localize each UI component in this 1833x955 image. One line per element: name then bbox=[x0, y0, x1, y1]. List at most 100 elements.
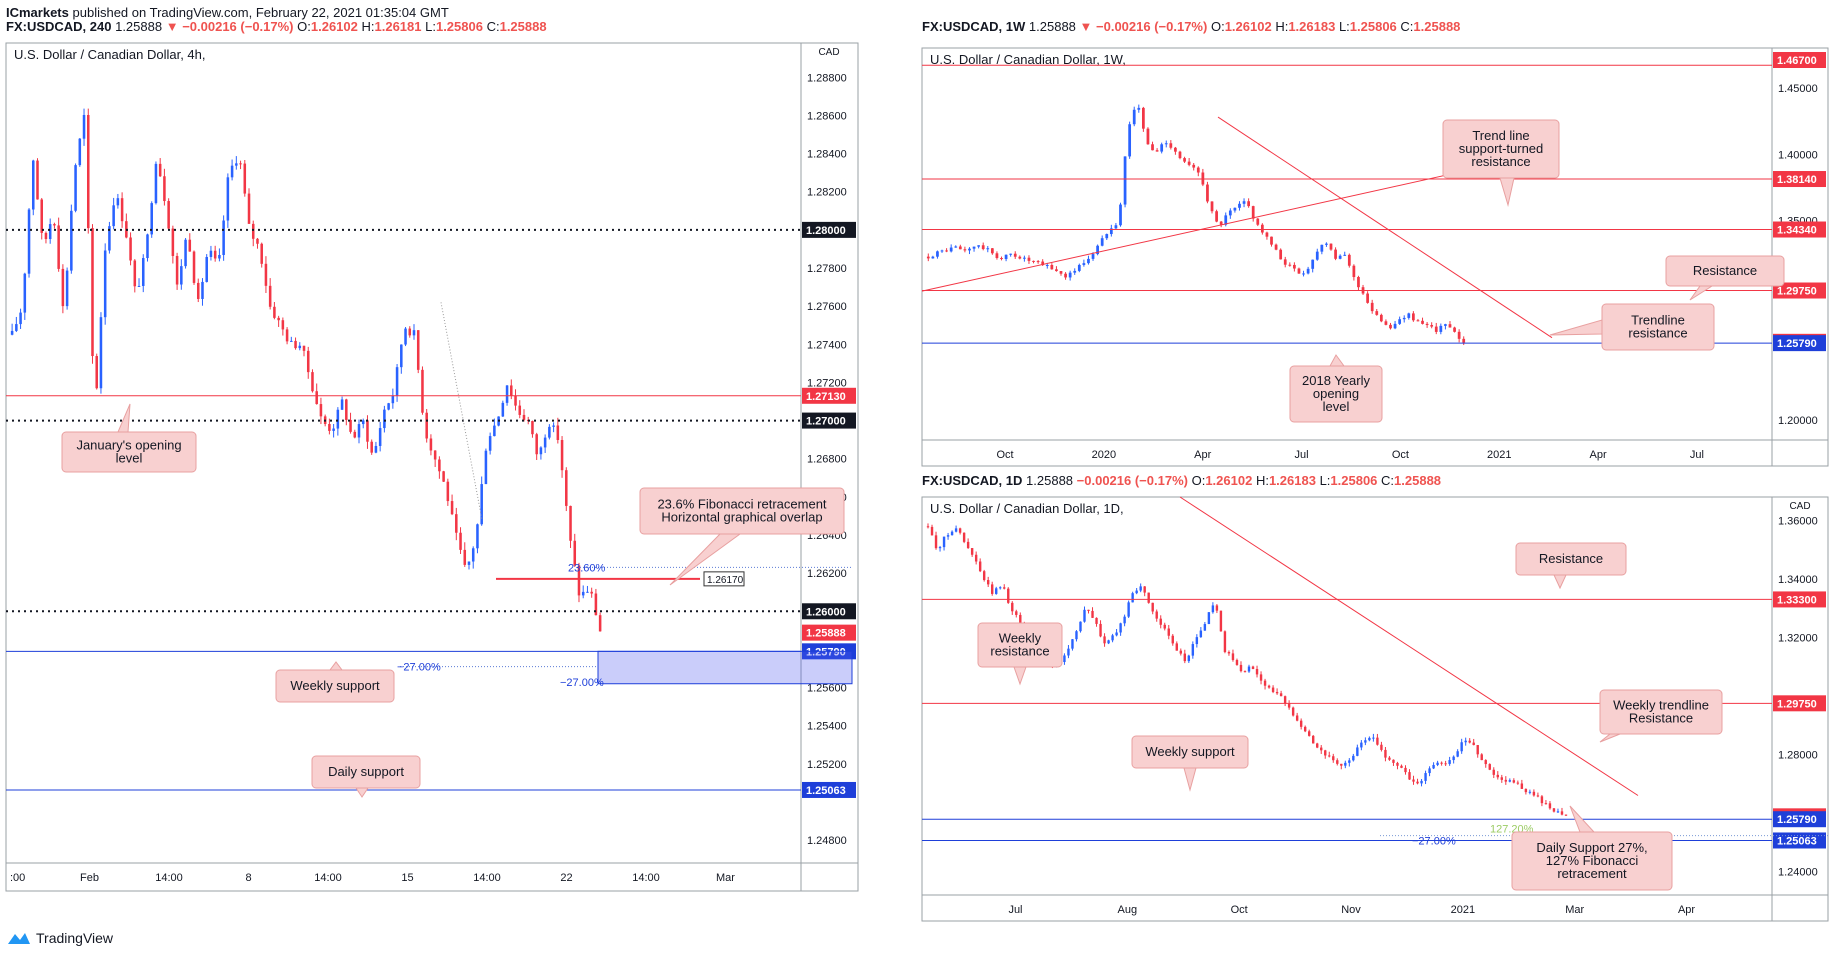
d1-candle-body bbox=[1207, 612, 1211, 625]
h4-candle-body bbox=[408, 328, 412, 336]
w1-support-trendline bbox=[921, 160, 1511, 292]
w1-note-resistance: Resistance bbox=[1665, 255, 1785, 301]
h4-x-tick-label: 14:00 bbox=[632, 872, 660, 884]
w1-symbol[interactable]: FX:USDCAD, 1W bbox=[922, 19, 1026, 34]
publisher-name[interactable]: ICmarkets bbox=[6, 5, 69, 20]
d1-candle-body bbox=[991, 584, 994, 594]
h4-note-weekly-support: Weekly support bbox=[275, 661, 395, 703]
w1-candle-body bbox=[1013, 253, 1017, 257]
h4-candle-body bbox=[167, 201, 170, 229]
d1-candle-body bbox=[1500, 777, 1503, 780]
w1-y-tick-label: 1.45000 bbox=[1778, 83, 1818, 95]
h4-candle-body bbox=[552, 425, 555, 427]
d1-x-tick-label: Jul bbox=[1008, 904, 1022, 916]
h4-candle-body bbox=[57, 225, 60, 269]
tradingview-brand: TradingView bbox=[36, 930, 114, 946]
d1-candle-body bbox=[1352, 755, 1355, 761]
d1-candle-body bbox=[982, 571, 986, 581]
d1-x-tick-label: 2021 bbox=[1451, 904, 1475, 916]
d1-close: 1.25888 bbox=[1394, 473, 1442, 488]
d1-candle-body bbox=[1299, 720, 1303, 727]
w1-candle-body bbox=[1302, 273, 1305, 275]
d1-price-tag-box bbox=[1773, 695, 1826, 712]
w1-candle-body bbox=[1082, 263, 1086, 265]
h4-low: 1.25806 bbox=[435, 19, 483, 34]
w1-candle-body bbox=[1343, 254, 1347, 256]
h4-candle-body bbox=[150, 203, 153, 235]
d1-note-resistance-text: Resistance bbox=[1539, 551, 1603, 566]
h4-symbol[interactable]: FX:USDCAD, 240 bbox=[6, 19, 112, 34]
d1-candle-body bbox=[1239, 664, 1243, 672]
d1-candle-body bbox=[1388, 757, 1391, 760]
d1-candle-body bbox=[1472, 742, 1475, 746]
d1-price-tag-box bbox=[1773, 811, 1826, 828]
d1-candle-body bbox=[1484, 760, 1487, 765]
charts-canvas[interactable]: U.S. Dollar / Canadian Dollar, 4h, CAD 1.2… bbox=[0, 0, 1833, 930]
d1-candle-body bbox=[1480, 754, 1483, 761]
h4-fib-tag-box bbox=[703, 571, 745, 587]
h4-candle-body bbox=[61, 268, 65, 307]
h4-candle-body bbox=[560, 439, 564, 471]
w1-candle-body bbox=[1256, 218, 1260, 225]
h4-candle-body bbox=[19, 312, 22, 325]
h4-candle-body bbox=[463, 549, 467, 565]
d1-subtitle: U.S. Dollar / Canadian Dollar, 1D, bbox=[930, 501, 1124, 516]
w1-open: 1.26102 bbox=[1224, 19, 1272, 34]
h4-fib-label: 23.60% bbox=[568, 562, 606, 574]
h4-price-tag: 1.25790 bbox=[806, 646, 846, 658]
w1-candle-body bbox=[1293, 264, 1296, 269]
d1-x-tick-label: Aug bbox=[1118, 904, 1138, 916]
w1-candle-body bbox=[1091, 254, 1095, 259]
w1-x-tick-label: Apr bbox=[1194, 449, 1211, 461]
w1-candle-body bbox=[1242, 201, 1246, 204]
d1-candle-body bbox=[926, 526, 930, 528]
h4-candle-body bbox=[505, 385, 509, 403]
h4-note-january-open-text: January's opening level bbox=[76, 438, 181, 466]
h4-y-tick-label: 1.25600 bbox=[807, 683, 847, 695]
d1-candle-body bbox=[1127, 602, 1130, 617]
h4-candle-body bbox=[416, 330, 420, 370]
d1-candle-body bbox=[1496, 774, 1499, 778]
h4-x-tick-label: 8 bbox=[245, 872, 251, 884]
d1-candle-body bbox=[1007, 588, 1010, 603]
h4-candle-body bbox=[222, 220, 225, 256]
h4-candle-body bbox=[315, 391, 318, 405]
w1-candle-body bbox=[1050, 264, 1054, 270]
h4-candle-body bbox=[15, 324, 18, 331]
h4-candle-body bbox=[91, 228, 94, 357]
w1-candle-body bbox=[958, 246, 962, 250]
d1-note-weekly-trendline-box bbox=[1599, 689, 1723, 735]
d1-price-tag-box bbox=[1773, 591, 1826, 608]
w1-candle-body bbox=[1178, 151, 1182, 159]
d1-note-daily-support-text: Daily Support 27%, 127% Fibonacci retracem… bbox=[1536, 840, 1647, 881]
w1-candle-body bbox=[1325, 243, 1328, 245]
d1-candle-body bbox=[1067, 648, 1070, 656]
h4-candle-body bbox=[226, 177, 230, 221]
h4-candle-body bbox=[345, 399, 348, 420]
d1-candle-body bbox=[1392, 759, 1395, 763]
h4-candle-body bbox=[196, 282, 200, 299]
d1-symbol[interactable]: FX:USDCAD, 1D bbox=[922, 473, 1023, 488]
d1-y-tick-label: 1.32000 bbox=[1778, 632, 1818, 644]
h4-candle-body bbox=[264, 263, 268, 286]
h4-candle-body bbox=[378, 428, 382, 446]
h4-candle-body bbox=[65, 270, 69, 307]
h4-candle-body bbox=[425, 412, 428, 439]
w1-candle-body bbox=[1233, 207, 1237, 211]
publish-header: ICmarkets published on TradingView.com, … bbox=[6, 4, 449, 21]
d1-candle-body bbox=[1271, 687, 1275, 692]
h4-candle-body bbox=[446, 481, 450, 502]
h4-candle-body bbox=[383, 409, 386, 429]
w1-candle-body bbox=[1274, 244, 1278, 250]
w1-price-tag: 1.29750 bbox=[1777, 286, 1817, 298]
tradingview-footer[interactable]: TradingView bbox=[6, 930, 113, 946]
w1-candle-body bbox=[990, 248, 994, 254]
d1-candle-body bbox=[1251, 666, 1255, 669]
w1-candle-body bbox=[1018, 256, 1022, 259]
w1-candle-body bbox=[1370, 302, 1374, 312]
h4-candle-body bbox=[577, 565, 581, 596]
h4-candle-body bbox=[95, 356, 98, 389]
w1-candle-body bbox=[1169, 143, 1173, 148]
w1-candle-body bbox=[963, 249, 967, 251]
d1-y-tick-label: 1.34000 bbox=[1778, 574, 1818, 586]
